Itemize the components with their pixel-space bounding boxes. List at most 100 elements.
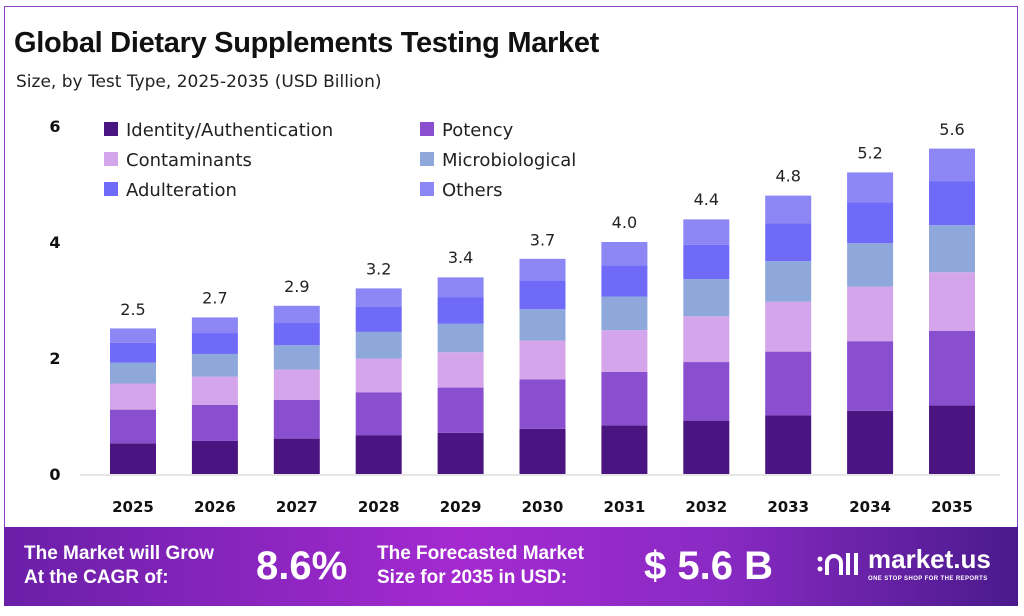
bar-segment-microbiological-2033 bbox=[765, 261, 812, 302]
x-tick-label: 2026 bbox=[194, 498, 236, 516]
footer-banner: The Market will Grow At the CAGR of: 8.6… bbox=[4, 527, 1018, 606]
bar-segment-others-2033 bbox=[765, 195, 812, 224]
x-tick-label: 2033 bbox=[767, 498, 809, 516]
bar-segment-microbiological-2026 bbox=[191, 353, 238, 377]
forecast-value: $ 5.6 B bbox=[644, 544, 773, 588]
legend-item-label: Adulteration bbox=[126, 180, 237, 201]
bar-segment-others-2027 bbox=[273, 305, 320, 323]
bar-segment-adulteration-2031 bbox=[601, 265, 648, 297]
bar-segment-others-2030 bbox=[519, 258, 566, 281]
bar-segment-microbiological-2032 bbox=[683, 279, 730, 317]
bar-segment-contaminants-2034 bbox=[847, 286, 894, 342]
bar-segment-contaminants-2028 bbox=[355, 358, 402, 393]
bar-segment-adulteration-2035 bbox=[929, 181, 975, 226]
bar-segment-others-2029 bbox=[437, 277, 484, 298]
bar-segment-identity-authentication-2027 bbox=[273, 438, 320, 474]
bar-segment-microbiological-2025 bbox=[110, 362, 156, 384]
bar-segment-others-2035 bbox=[929, 148, 975, 182]
forecast-label-line2: Size for 2035 in USD: bbox=[377, 567, 568, 588]
bar-segment-microbiological-2029 bbox=[437, 323, 484, 353]
bar-segment-adulteration-2029 bbox=[437, 297, 484, 324]
x-tick-label: 2031 bbox=[604, 498, 646, 516]
bar-segment-identity-authentication-2029 bbox=[437, 432, 484, 474]
bar-segment-microbiological-2034 bbox=[847, 243, 894, 287]
legend-item-label: Microbiological bbox=[442, 150, 576, 171]
cagr-value: 8.6% bbox=[256, 544, 348, 588]
x-tick-label: 2035 bbox=[931, 498, 973, 516]
legend-item-label: Potency bbox=[442, 120, 514, 141]
legend-swatch bbox=[420, 152, 434, 166]
bar-segment-adulteration-2033 bbox=[765, 223, 812, 262]
bar-segment-microbiological-2035 bbox=[929, 225, 975, 273]
bar-segment-identity-authentication-2034 bbox=[847, 410, 894, 474]
market-us-logo: market.us ONE STOP SHOP FOR THE REPORTS bbox=[816, 545, 991, 583]
total-label: 5.6 bbox=[939, 120, 964, 139]
bar-segment-adulteration-2026 bbox=[191, 333, 238, 354]
total-label: 5.2 bbox=[857, 143, 882, 162]
bar-segment-others-2034 bbox=[847, 172, 894, 203]
logo-mark-icon bbox=[817, 553, 858, 575]
legend-swatch bbox=[420, 122, 434, 136]
x-tick-label: 2028 bbox=[358, 498, 400, 516]
bar-segment-contaminants-2035 bbox=[929, 272, 975, 331]
bar-segment-contaminants-2031 bbox=[601, 330, 648, 372]
bar-segment-adulteration-2025 bbox=[110, 342, 156, 363]
legend-swatch bbox=[420, 182, 434, 196]
bar-segment-others-2031 bbox=[601, 242, 648, 266]
bar-segment-potency-2027 bbox=[273, 399, 320, 439]
forecast-label-line1: The Forecasted Market bbox=[377, 543, 584, 564]
bar-segment-identity-authentication-2025 bbox=[110, 443, 156, 474]
cagr-label-line2: At the CAGR of: bbox=[24, 567, 169, 588]
x-tick-label: 2029 bbox=[440, 498, 482, 516]
bar-segment-others-2025 bbox=[110, 328, 156, 343]
legend-item-label: Contaminants bbox=[126, 150, 252, 171]
chart-title: Global Dietary Supplements Testing Marke… bbox=[14, 27, 600, 59]
logo-tagline: ONE STOP SHOP FOR THE REPORTS bbox=[868, 576, 988, 582]
bar-segment-identity-authentication-2035 bbox=[929, 405, 975, 474]
total-label: 3.2 bbox=[366, 259, 391, 278]
legend-swatch bbox=[104, 122, 118, 136]
x-tick-label: 2030 bbox=[522, 498, 564, 516]
x-tick-label: 2025 bbox=[112, 498, 154, 516]
total-label: 4.4 bbox=[694, 190, 719, 209]
bar-segment-contaminants-2029 bbox=[437, 352, 484, 388]
bar-segment-identity-authentication-2031 bbox=[601, 425, 648, 474]
bar-segment-others-2026 bbox=[191, 317, 238, 334]
bar-segment-contaminants-2026 bbox=[191, 376, 238, 405]
bar-segment-identity-authentication-2028 bbox=[355, 435, 402, 474]
bar-segment-potency-2028 bbox=[355, 392, 402, 436]
cagr-label-line1: The Market will Grow bbox=[24, 543, 215, 564]
bar-segment-potency-2029 bbox=[437, 387, 484, 433]
total-label: 3.7 bbox=[530, 230, 555, 249]
cagr-label: The Market will Grow At the CAGR of: bbox=[24, 542, 214, 590]
x-tick-label: 2032 bbox=[685, 498, 727, 516]
bar-segment-identity-authentication-2033 bbox=[765, 415, 812, 474]
y-tick-label: 0 bbox=[49, 465, 60, 484]
bar-segment-potency-2025 bbox=[110, 409, 156, 444]
bar-segment-contaminants-2030 bbox=[519, 340, 566, 380]
logo-text: market.us ONE STOP SHOP FOR THE REPORTS bbox=[868, 545, 991, 583]
y-tick-label: 2 bbox=[49, 349, 60, 368]
bar-segment-microbiological-2030 bbox=[519, 309, 566, 341]
legend-swatch bbox=[104, 182, 118, 196]
legend-swatch bbox=[104, 152, 118, 166]
total-label: 2.7 bbox=[202, 288, 227, 307]
bar-segment-potency-2026 bbox=[191, 404, 238, 441]
total-label: 2.5 bbox=[120, 300, 145, 319]
bar-segment-adulteration-2034 bbox=[847, 202, 894, 244]
total-label: 2.9 bbox=[284, 277, 309, 296]
bar-segment-others-2032 bbox=[683, 219, 730, 245]
forecast-label: The Forecasted Market Size for 2035 in U… bbox=[377, 542, 584, 590]
bar-segment-identity-authentication-2026 bbox=[191, 440, 238, 474]
total-label: 3.4 bbox=[448, 248, 473, 267]
bar-segment-contaminants-2025 bbox=[110, 383, 156, 410]
bar-segment-microbiological-2031 bbox=[601, 296, 648, 331]
bar-segment-potency-2035 bbox=[929, 330, 975, 406]
stacked-bar-chart: 0 2 4 6 2.5 2025 2.7 2026 2.9 2027 3.2 2028 3.4 2029 3… bbox=[49, 117, 1000, 516]
bar-segment-potency-2030 bbox=[519, 379, 566, 429]
bar-segment-contaminants-2033 bbox=[765, 301, 812, 352]
bar-segment-adulteration-2030 bbox=[519, 280, 566, 310]
y-tick-label: 4 bbox=[49, 233, 60, 252]
bar-segment-potency-2032 bbox=[683, 362, 730, 421]
bar-segment-adulteration-2028 bbox=[355, 306, 402, 332]
